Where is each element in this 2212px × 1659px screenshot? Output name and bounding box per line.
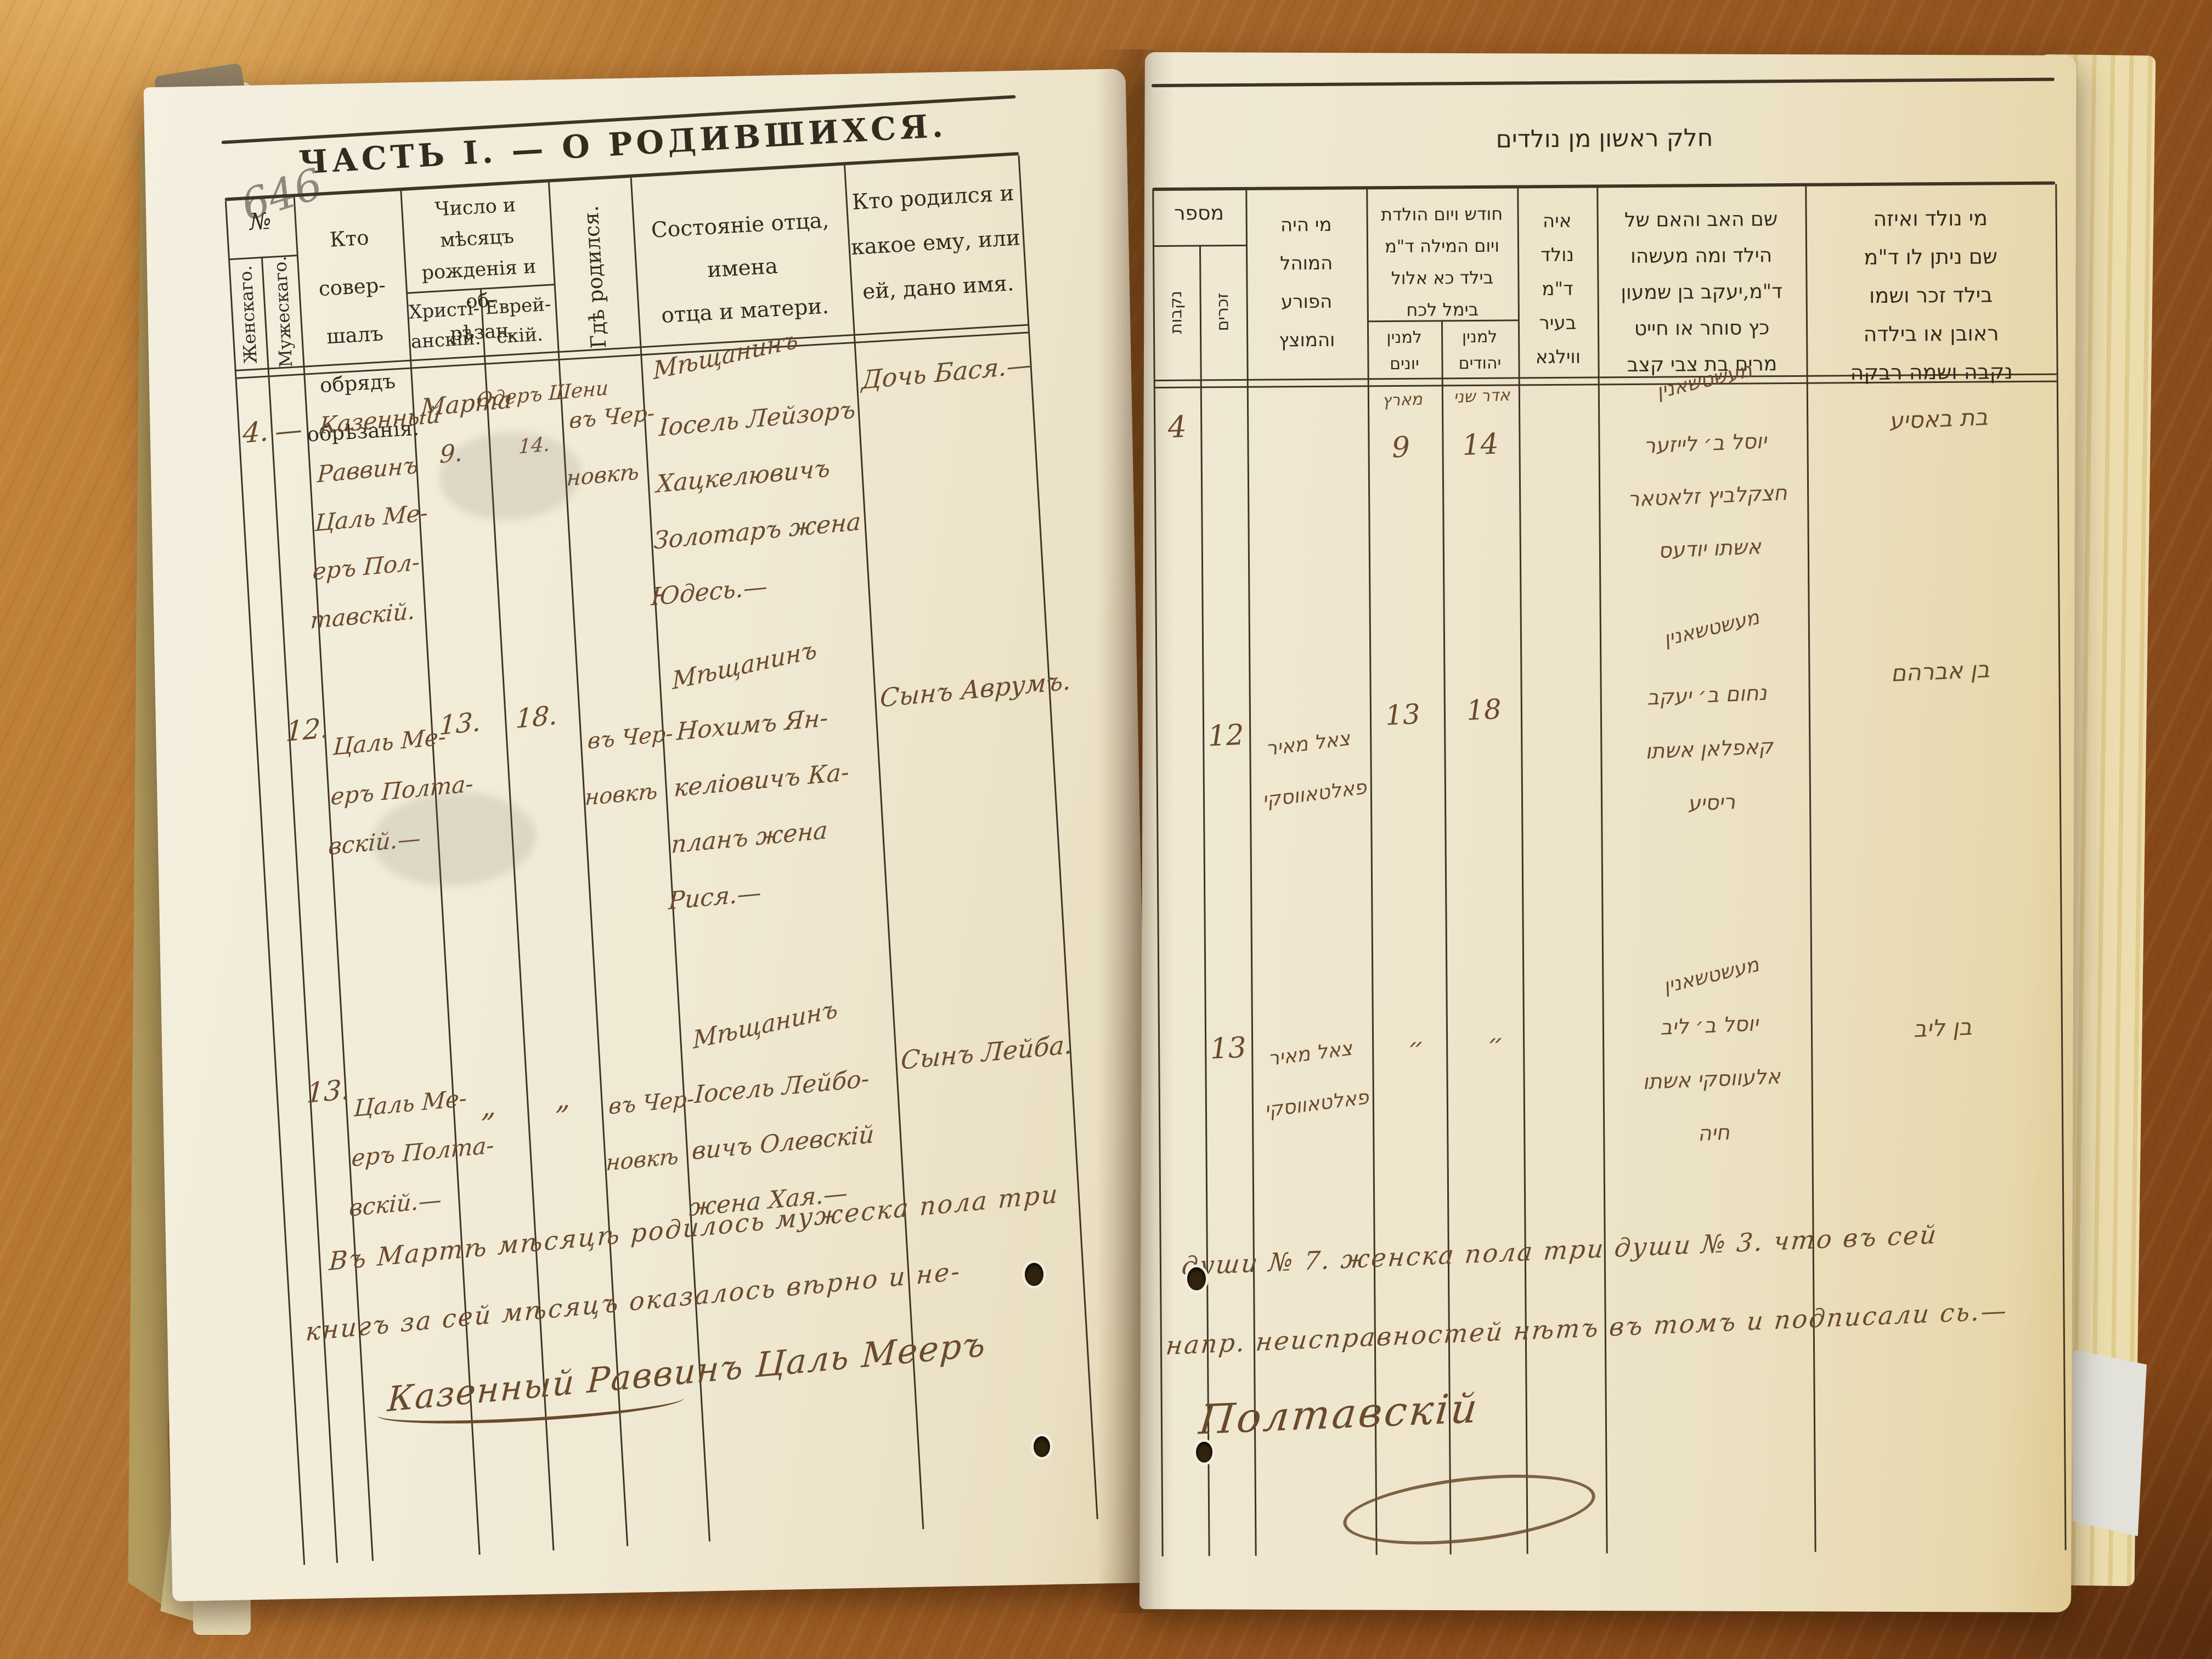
- table-column-line: [1596, 187, 1608, 1554]
- right-page: חלק ראשון מן נולדים מספר נקבות זכרים מי …: [1139, 52, 2076, 1612]
- table-column-line: [224, 201, 306, 1565]
- entry-number-female: 4.: [242, 415, 270, 450]
- summary-line: души № 7. женска пола три души № 3. что …: [1180, 1219, 1939, 1281]
- parents-cell: יוסל ב׳ לייזער חצקלביץ זלאטאר אשתו יודעס: [1627, 428, 1788, 563]
- table-rule: [1151, 77, 2055, 88]
- col-header-where-born: איה נולד ד"מ בעיר ווילגא: [1535, 210, 1581, 369]
- ditto-mark: ״: [1487, 1028, 1505, 1059]
- mohel-cell: צאל מאיר פאלטאווסקי: [1261, 727, 1368, 812]
- entry-number-male: 12.: [285, 712, 330, 748]
- left-page: 646 ЧАСТЬ I. — О РОДИВШИХСЯ. № Женскаго.…: [143, 69, 1155, 1601]
- col-header-dates: חודש ויום הולדת ויום המילה ד"מ בילד כא א…: [1380, 203, 1503, 320]
- left-table: 646 ЧАСТЬ I. — О РОДИВШИХСЯ. № Женскаго.…: [221, 95, 1103, 1565]
- col-header-jewish-date: Еврей- скій.: [484, 293, 552, 348]
- col-header-male: Мужескаго.: [269, 255, 297, 368]
- rabbi-signature: Полтавскій: [1197, 1384, 1482, 1444]
- ditto-mark: „: [555, 1082, 572, 1117]
- punch-hole: [1187, 1267, 1206, 1290]
- child-name-cell: Сынъ Лейба.: [900, 1029, 1073, 1075]
- jewish-month-note: אדר שני: [1453, 385, 1511, 408]
- summary-line: напр. неисправностей нѣтъ въ томъ и подп…: [1164, 1295, 2010, 1361]
- punch-hole: [1196, 1442, 1212, 1463]
- child-name-cell: בן ליב: [1912, 1013, 1973, 1043]
- col-header-parents: Состояніе отца, имена отца и матери.: [650, 208, 830, 329]
- father-status-note: מעשטשאנין: [1661, 606, 1762, 651]
- col-header-child: Кто родился и какое ему, или ей, дано им…: [850, 180, 1021, 304]
- child-name-cell: Сынъ Аврумъ.: [879, 665, 1072, 713]
- right-table: חלק ראשון מן נולדים מספר נקבות זכרים מי …: [1151, 69, 2067, 1567]
- ditto-mark: „: [481, 1090, 498, 1125]
- summary-line: книгъ за сей мѣсяцъ оказалось вѣрно и не…: [304, 1256, 962, 1347]
- officiant-cell: Цаль Ме- еръ Полта- вскій.—: [348, 1084, 495, 1222]
- hebrew-part-title: חלק ראשון מן נולדים: [1496, 123, 1713, 154]
- julian-day: 13: [1384, 698, 1421, 732]
- table-rule: [1152, 181, 2056, 191]
- father-status-note: Мѣщанинъ: [692, 995, 838, 1055]
- father-status-note: מעשטשאנין: [1661, 953, 1762, 998]
- col-header-julian-date: למנין יונים: [1386, 328, 1422, 374]
- parents-cell: Іосель Лейзоръ Хацкелювичъ Золотаръ жена…: [650, 396, 862, 612]
- julian-day: 9: [1391, 431, 1411, 465]
- mohel-cell: צאל מאיר פאלטאווסקי: [1263, 1037, 1370, 1122]
- entry-number-male: 12: [1207, 718, 1245, 753]
- punch-hole: [1025, 1263, 1043, 1286]
- punch-hole: [1034, 1436, 1050, 1457]
- col-header-child: מי נולד ואיזה שם ניתן לו ד"מ בילד זכר וש…: [1850, 206, 2013, 385]
- table-column-line: [2055, 184, 2067, 1550]
- col-header-where-born: Гдѣ родился.: [578, 205, 611, 349]
- julian-month-note: מארץ: [1381, 390, 1423, 411]
- child-name-cell: בת באסיע: [1888, 403, 1989, 435]
- col-header-male: זכרים: [1213, 292, 1233, 331]
- table-column-line: [1441, 320, 1452, 1555]
- father-status-note: Мѣщанинъ: [672, 635, 817, 696]
- col-header-female: Женскаго.: [234, 264, 262, 365]
- parents-cell: Нохимъ Ян- келіовичъ Ка- планъ жена Рися…: [668, 703, 850, 916]
- parents-cell: נחום ב׳ יעקב קאפלאן אשתו ריסיע: [1644, 680, 1774, 816]
- child-name-cell: Дочь Бася.—: [861, 349, 1033, 395]
- signature-flourish: [1339, 1463, 1599, 1556]
- jewish-date-cell: 18.: [515, 699, 558, 735]
- jewish-day: 18: [1465, 693, 1502, 727]
- where-born-cell: въ Чер- новкѣ: [566, 400, 656, 492]
- col-header-mohel: מי היה המוהל הפורע והמוצץ: [1278, 213, 1335, 352]
- entry-number-male: —: [274, 413, 303, 448]
- where-born-cell: въ Чер- новкѣ: [584, 720, 674, 811]
- jewish-day: 14: [1462, 427, 1499, 462]
- christian-date-cell: 13.: [438, 706, 482, 742]
- entry-number-male: 13: [1209, 1031, 1248, 1066]
- child-name-cell: בן אברהם: [1890, 656, 1990, 687]
- col-header-parents: שם האב והאם של הילד ומה מעשהו ד"מ,יעקב ב…: [1621, 208, 1783, 377]
- entry-number-male: 13.: [306, 1073, 351, 1110]
- parents-cell: יוסל ב׳ ליב אלעווסקי אשתו חיה: [1642, 1011, 1781, 1146]
- ditto-mark: ״: [1407, 1032, 1425, 1063]
- loose-sheet-corner: [2073, 1350, 2147, 1536]
- book-spine-shadow: [1097, 49, 1174, 1613]
- col-header-christian-date: Христі- анскій.: [408, 297, 482, 353]
- col-header-jewish-date: למנין יהודים: [1458, 327, 1502, 374]
- col-header-number: №: [249, 207, 272, 235]
- where-born-cell: въ Чер- новкѣ: [605, 1086, 695, 1176]
